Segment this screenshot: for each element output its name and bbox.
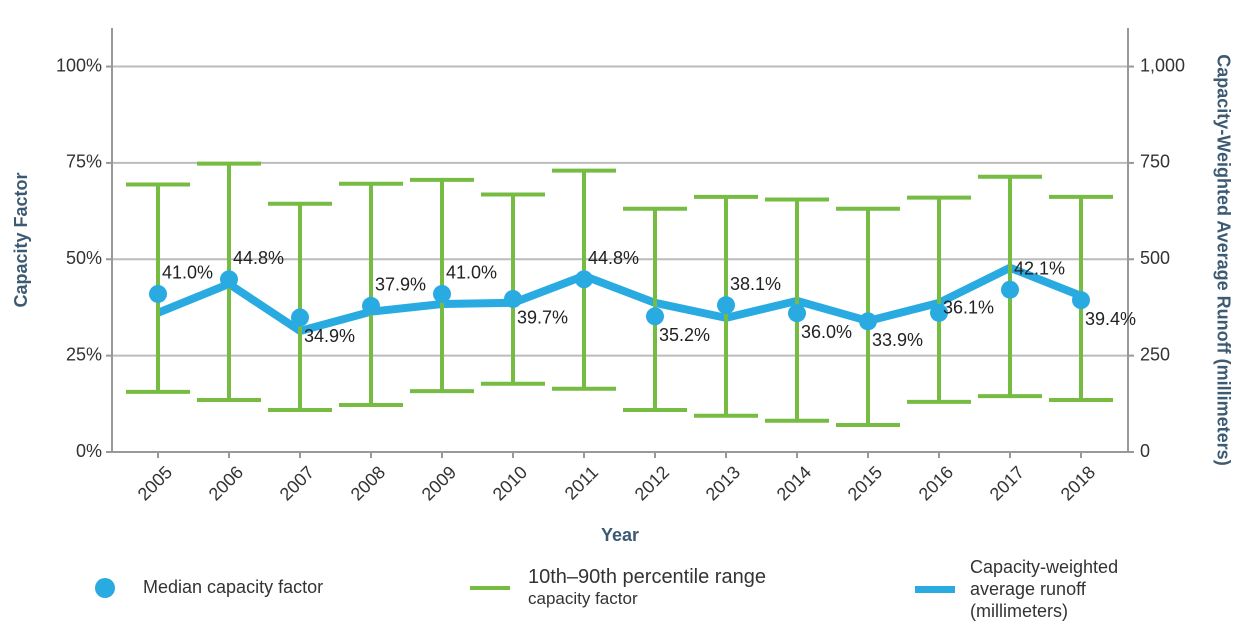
legend-marker: [95, 578, 115, 599]
y-axis-title: Capacity Factor: [11, 172, 31, 307]
value-label: 34.9%: [304, 326, 355, 346]
x-axis-title: Year: [601, 525, 639, 545]
median-dot: [788, 304, 806, 323]
y-tick-label: 50%: [66, 248, 102, 268]
y-tick-label: 0%: [76, 441, 102, 461]
median-dot: [291, 308, 309, 327]
x-tick-label: 2018: [1057, 462, 1099, 504]
median-dot: [1072, 291, 1090, 310]
value-label: 39.7%: [517, 308, 568, 328]
y2-axis-title: Capacity-Weighted Average Runoff (millim…: [1213, 54, 1233, 465]
median-dot: [646, 307, 664, 326]
median-dot: [504, 289, 522, 308]
median-dot: [859, 312, 877, 331]
median-dot: [433, 284, 451, 303]
value-label: 41.0%: [446, 263, 497, 283]
legend-marker: [470, 586, 510, 590]
median-dot: [930, 303, 948, 322]
legend-marker: [915, 586, 955, 593]
median-dot: [575, 270, 593, 289]
value-label: 41.0%: [162, 263, 213, 283]
median-dot: [362, 296, 380, 315]
x-tick-label: 2015: [844, 462, 886, 504]
legend-range: 10th–90th percentile range capacity fact…: [470, 566, 766, 610]
legend-runoff: Capacity-weighted average runoff (millim…: [915, 556, 1160, 622]
y2-tick-label: 750: [1140, 152, 1170, 172]
x-tick-label: 2006: [205, 462, 247, 504]
median-dot: [1001, 280, 1019, 299]
value-label: 35.2%: [659, 325, 710, 345]
x-tick-label: 2011: [561, 462, 603, 504]
x-tick-label: 2016: [915, 462, 957, 504]
y-tick-label: 100%: [56, 55, 102, 75]
x-tick-label: 2017: [986, 462, 1028, 504]
legend-label: Capacity-weighted average runoff (millim…: [970, 557, 1119, 621]
value-label: 36.0%: [801, 322, 852, 342]
value-label: 42.1%: [1014, 258, 1065, 278]
y-tick-label: 75%: [66, 152, 102, 172]
legend-median: Median capacity factor: [95, 576, 324, 599]
x-tick-label: 2010: [489, 462, 531, 504]
x-tick-label: 2012: [631, 462, 673, 504]
y2-tick-label: 1,000: [1140, 55, 1185, 75]
runoff-line: [156, 263, 1083, 335]
x-tick-label: 2007: [276, 462, 318, 504]
median-dot: [149, 284, 167, 303]
y-tick-label: 25%: [66, 344, 102, 364]
value-label: 37.9%: [375, 275, 426, 295]
x-tick-label: 2009: [418, 462, 460, 504]
value-label: 38.1%: [730, 274, 781, 294]
legend-label: Median capacity factor: [143, 577, 324, 597]
y2-tick-label: 250: [1140, 344, 1170, 364]
legend-label: 10th–90th percentile range: [528, 566, 766, 588]
median-dot: [717, 296, 735, 315]
value-label: 44.8%: [588, 248, 639, 268]
value-label: 39.4%: [1085, 309, 1136, 329]
legend-note: capacity factor: [528, 589, 638, 608]
y2-tick-label: 500: [1140, 248, 1170, 268]
value-label: 36.1%: [943, 298, 994, 318]
value-label: 44.8%: [233, 248, 284, 268]
x-tick-label: 2014: [773, 462, 815, 504]
value-label: 33.9%: [872, 330, 923, 350]
x-tick-label: 2005: [134, 462, 176, 504]
x-tick-label: 2013: [702, 462, 744, 504]
median-dot: [220, 270, 238, 289]
x-tick-label: 2008: [347, 462, 389, 504]
y2-tick-label: 0: [1140, 441, 1150, 461]
